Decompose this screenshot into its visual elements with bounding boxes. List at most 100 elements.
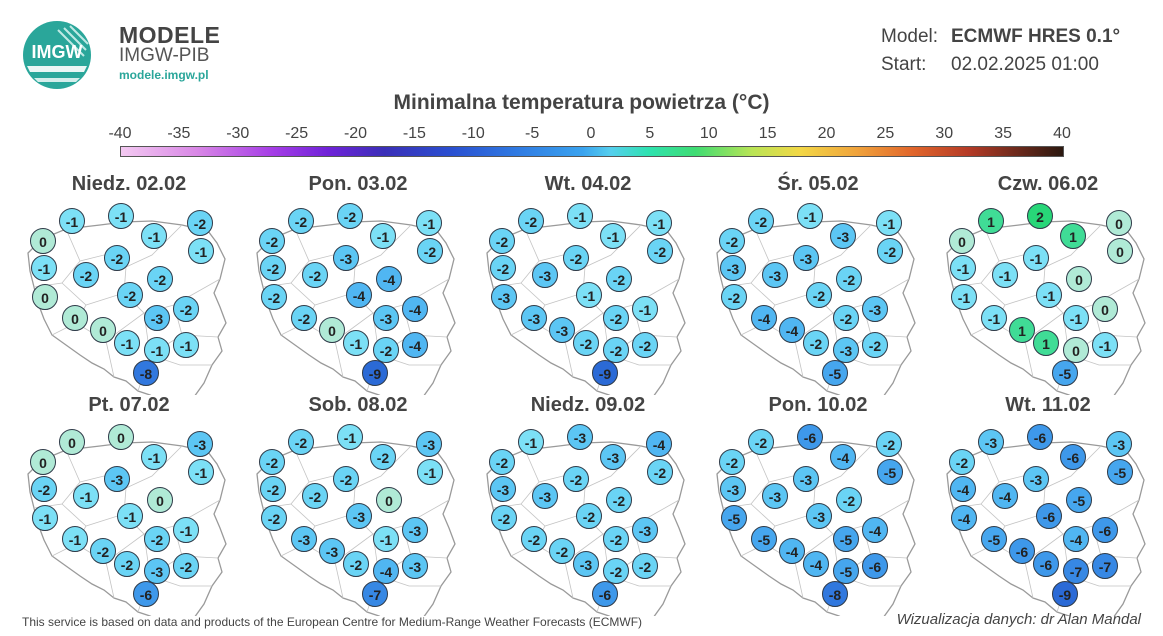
start-value: 02.02.2025 01:00 xyxy=(951,54,1099,75)
start-info: Start: 02.02.2025 01:00 xyxy=(881,54,1099,76)
temperature-bubble: -3 xyxy=(144,558,170,584)
forecast-day-title: Pon. 10.02 xyxy=(768,394,868,416)
temperature-bubble: -1 xyxy=(992,262,1018,288)
temperature-bubble: -2 xyxy=(259,449,285,475)
temperature-bubble: -1 xyxy=(343,330,369,356)
temperature-bubble: -2 xyxy=(748,429,774,455)
temperature-bubble: -1 xyxy=(797,203,823,229)
temperature-bubble: -2 xyxy=(563,466,589,492)
forecast-day-title: Niedz. 09.02 xyxy=(530,394,646,416)
temperature-bubble: -4 xyxy=(951,505,977,531)
temperature-bubble: -2 xyxy=(719,228,745,254)
temperature-bubble: -3 xyxy=(549,317,575,343)
temperature-bubble: 1 xyxy=(978,208,1004,234)
temperature-bubble: -2 xyxy=(104,245,130,271)
forecast-day-title: Pon. 03.02 xyxy=(308,173,408,195)
temperature-bubble: -3 xyxy=(720,255,746,281)
temperature-bubble: -3 xyxy=(532,262,558,288)
temperature-bubble: -3 xyxy=(291,526,317,552)
temperature-bubble: -2 xyxy=(489,228,515,254)
temperature-bubble: -3 xyxy=(402,517,428,543)
temperature-bubble: -2 xyxy=(343,551,369,577)
temperature-bubble: 2 xyxy=(1027,203,1053,229)
temperature-bubble: -2 xyxy=(606,266,632,292)
temperature-bubble: 0 xyxy=(147,487,173,513)
temperature-bubble: -4 xyxy=(402,296,428,322)
temperature-bubble: -2 xyxy=(259,228,285,254)
forecast-day-title: Czw. 06.02 xyxy=(997,173,1099,195)
temperature-bubble: -1 xyxy=(981,305,1007,331)
forecast-day-title: Niedz. 02.02 xyxy=(71,173,187,195)
colorbar-tick-label: -40 xyxy=(108,125,132,142)
temperature-bubble: -1 xyxy=(951,284,977,310)
colorbar-tick-label: 20 xyxy=(817,125,836,142)
temperature-bubble: 1 xyxy=(1060,223,1086,249)
temperature-bubble: -3 xyxy=(319,538,345,564)
temperature-bubble: -4 xyxy=(751,305,777,331)
temperature-bubble: -5 xyxy=(822,360,848,386)
colorbar-tick-label: -20 xyxy=(343,125,368,142)
temperature-bubble: -3 xyxy=(762,483,788,509)
temperature-bubble: -9 xyxy=(1052,581,1078,607)
temperature-bubble: -2 xyxy=(806,282,832,308)
temperature-bubble: 0 xyxy=(32,284,58,310)
temperature-bubble: -3 xyxy=(490,476,516,502)
temperature-bubble: -6 xyxy=(1009,538,1035,564)
temperature-bubble: -1 xyxy=(876,210,902,236)
temperature-bubble: 0 xyxy=(108,424,134,450)
temperature-bubble: -2 xyxy=(291,305,317,331)
temperature-bubble: -3 xyxy=(573,551,599,577)
temperature-bubble: -4 xyxy=(1063,526,1089,552)
temperature-bubble: -6 xyxy=(862,553,888,579)
temperature-bubble: -6 xyxy=(1060,444,1086,470)
colorbar-tick-label: -30 xyxy=(226,125,250,142)
forecast-panel: Sob. 08.02 -2 -2 -1 -3 -2 -2 -1 -2 -2 0 -2 -3 -3 -3 -1-… xyxy=(243,394,473,619)
forecast-day-title: Sob. 08.02 xyxy=(308,394,408,416)
temperature-bubble: -2 xyxy=(719,449,745,475)
temperature-bubble: -2 xyxy=(518,208,544,234)
temperature-bubble: -1 xyxy=(416,210,442,236)
temperature-bubble: -4 xyxy=(950,476,976,502)
temperature-bubble: -2 xyxy=(803,330,829,356)
temperature-bubble: -7 xyxy=(362,581,388,607)
start-label: Start: xyxy=(881,54,927,75)
temperature-bubble: -3 xyxy=(333,245,359,271)
temperature-bubble: -5 xyxy=(833,526,859,552)
temperature-bubble: -3 xyxy=(793,466,819,492)
temperature-bubble: -5 xyxy=(1052,360,1078,386)
temperature-bubble: -1 xyxy=(188,238,214,264)
temperature-bubble: -2 xyxy=(173,553,199,579)
temperature-bubble: -1 xyxy=(337,424,363,450)
temperature-bubble: 0 xyxy=(1106,210,1132,236)
temperature-bubble: -2 xyxy=(302,262,328,288)
temperature-bubble: 1 xyxy=(1009,317,1035,343)
temperature-bubble: -2 xyxy=(489,449,515,475)
temperature-bubble: -3 xyxy=(830,223,856,249)
brand-subtitle: IMGW-PIB xyxy=(119,45,210,66)
temperature-bubble: -4 xyxy=(862,517,888,543)
brand-url-link[interactable]: modele.imgw.pl xyxy=(119,68,209,82)
temperature-bubble: -2 xyxy=(603,305,629,331)
temperature-bubble: -2 xyxy=(417,238,443,264)
temperature-bubble: -5 xyxy=(981,526,1007,552)
colorbar-tick-label: -5 xyxy=(525,125,540,142)
temperature-bubble: 0 xyxy=(62,305,88,331)
temperature-bubble: -2 xyxy=(288,208,314,234)
temperature-bubble: -8 xyxy=(133,360,159,386)
temperature-bubble: -2 xyxy=(288,429,314,455)
temperature-bubble: -2 xyxy=(563,245,589,271)
temperature-bubble: -3 xyxy=(402,553,428,579)
temperature-bubble: -4 xyxy=(373,558,399,584)
forecast-panel: Czw. 06.02 0 1 2 0 1 -1 0 -1 -1 0 -1 -1 -1 0 -1 1 1 0 -1 -5 xyxy=(933,173,1163,398)
temperature-bubble: -3 xyxy=(793,245,819,271)
temperature-bubble: -3 xyxy=(600,444,626,470)
temperature-bubble: -5 xyxy=(1107,459,1133,485)
temperature-bubble: -5 xyxy=(833,558,859,584)
temperature-bubble: -2 xyxy=(606,487,632,513)
temperature-bubble: -6 xyxy=(133,581,159,607)
temperature-bubble: -2 xyxy=(833,305,859,331)
temperature-bubble: -1 xyxy=(141,223,167,249)
temperature-bubble: 0 xyxy=(1107,238,1133,264)
temperature-bubble: -2 xyxy=(603,526,629,552)
temperature-bubble: -1 xyxy=(600,223,626,249)
